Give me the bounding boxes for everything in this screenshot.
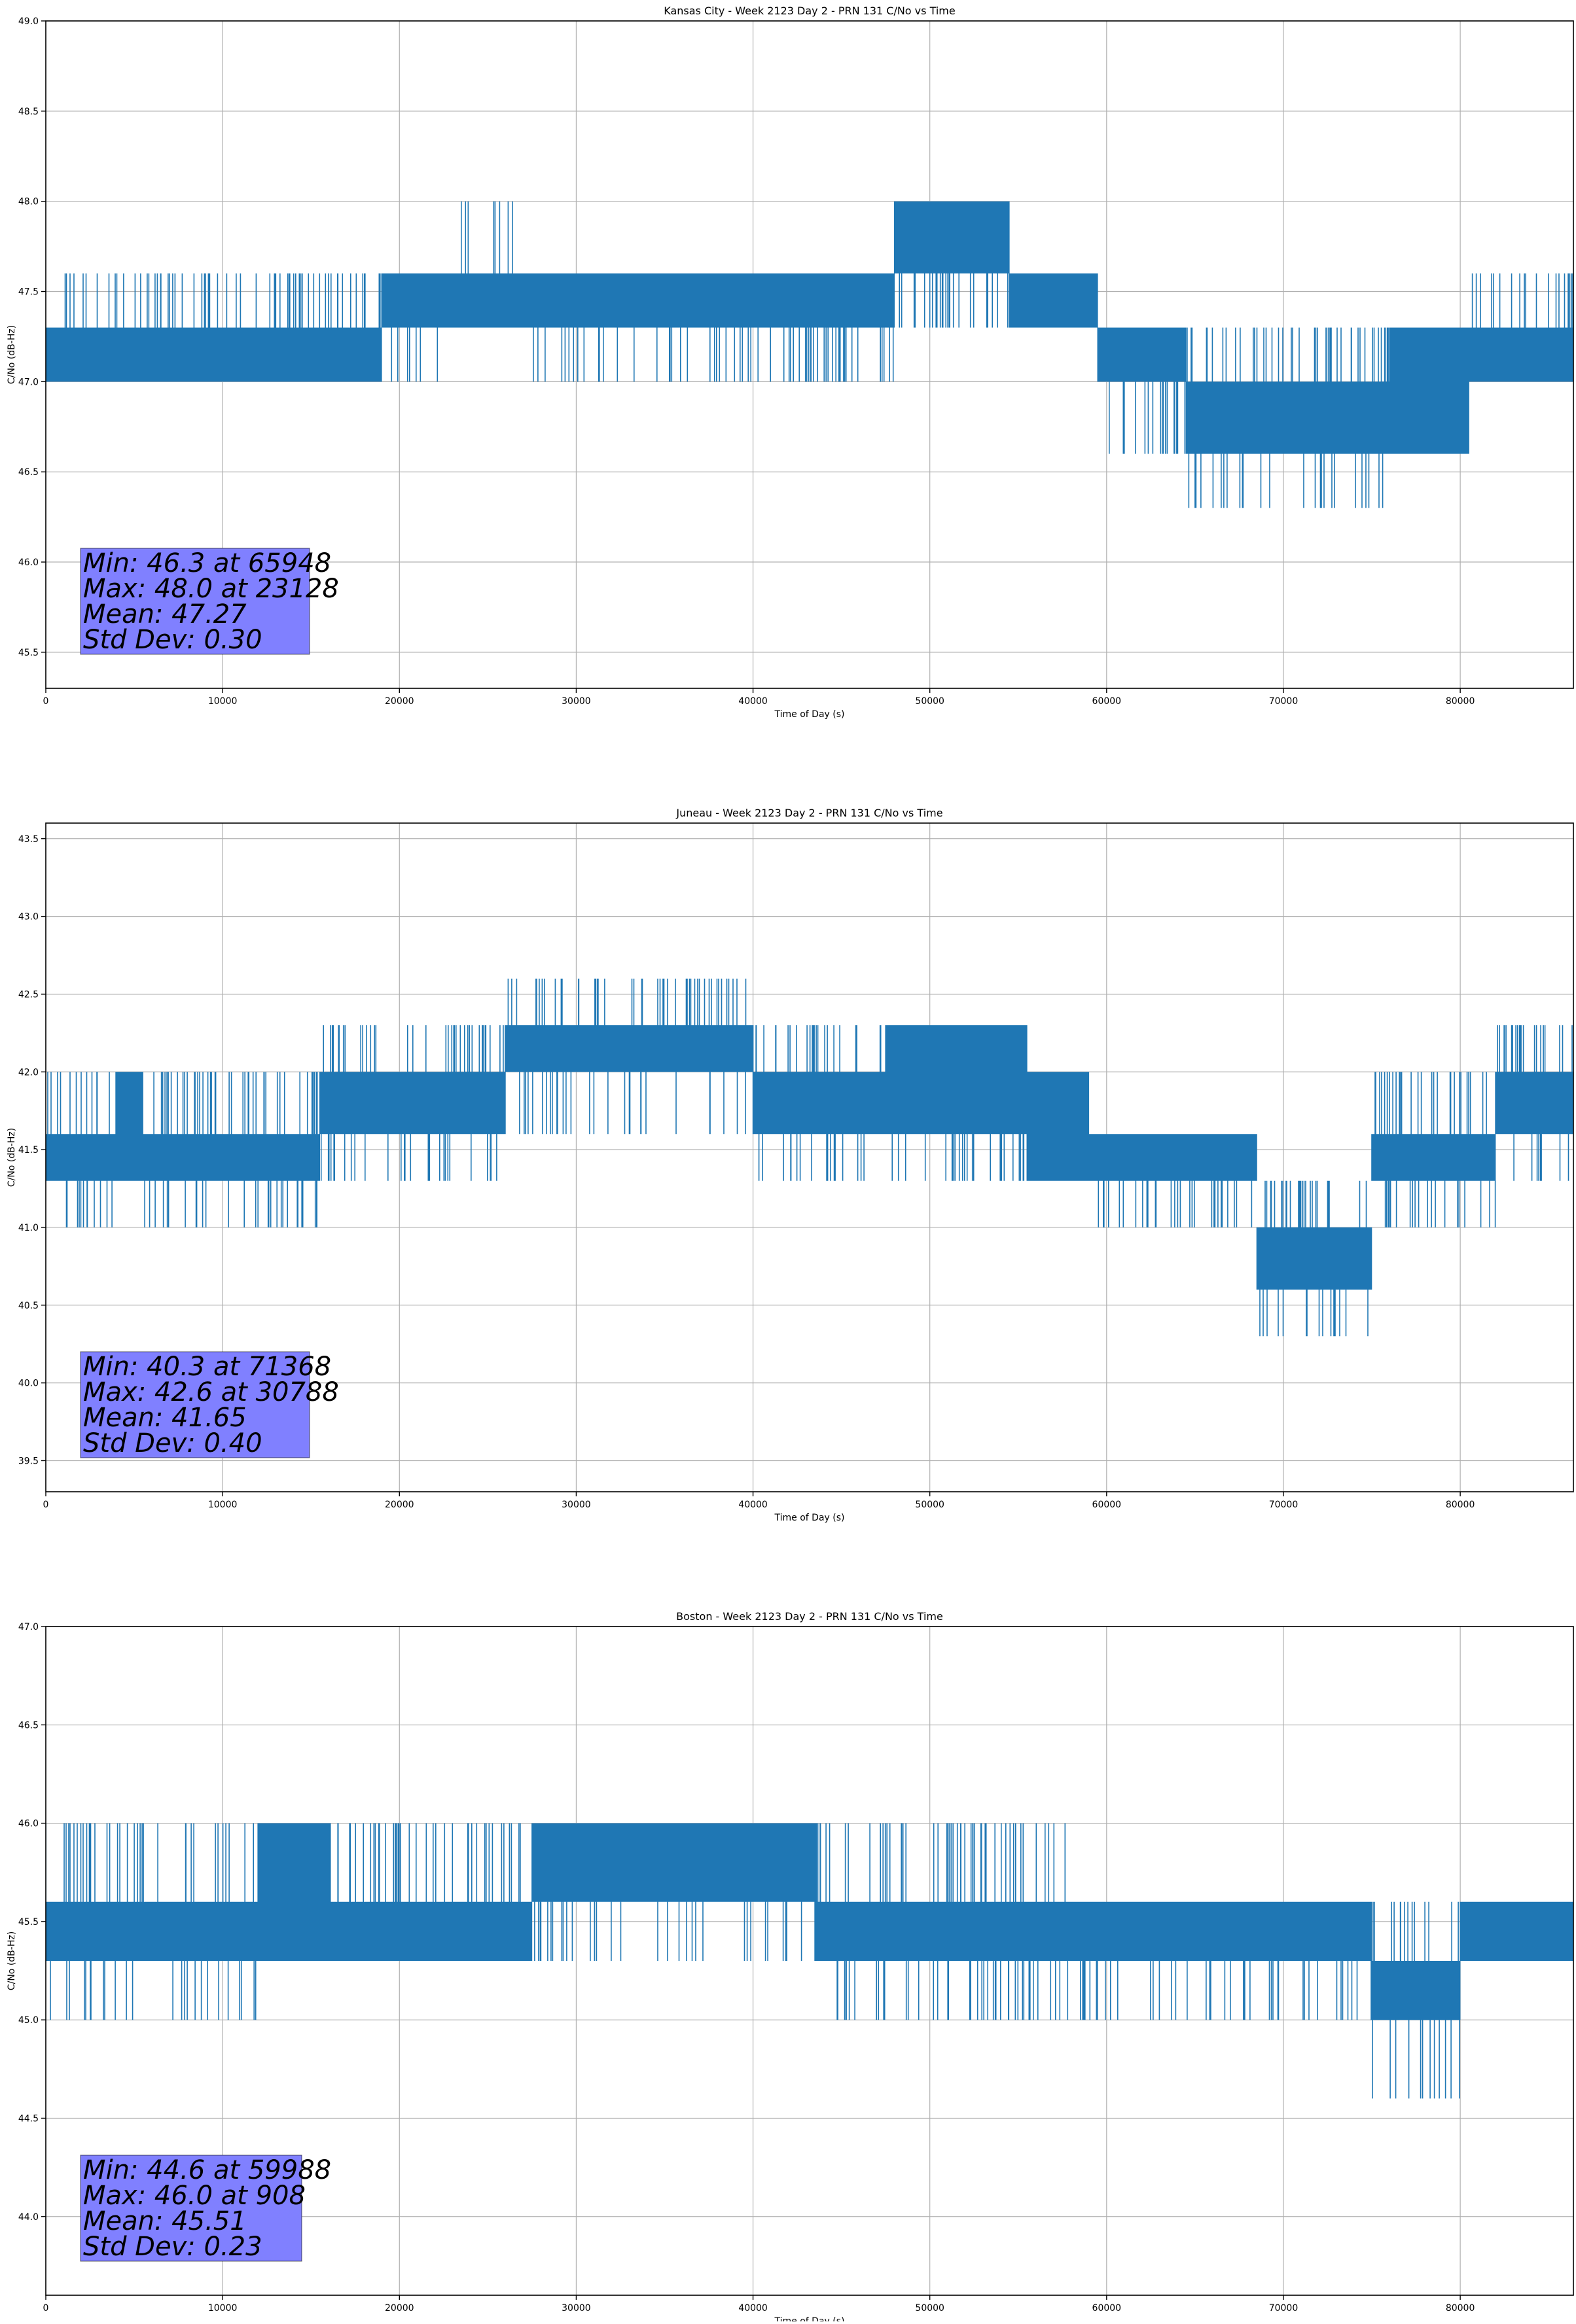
y-axis-label: C/No (dB-Hz)	[7, 1931, 17, 1990]
x-tick-label: 0	[43, 696, 49, 707]
y-tick-label: 46.5	[18, 467, 39, 478]
x-axis-label: Time of Day (s)	[774, 709, 845, 720]
stats-mean: Mean: 41.65	[83, 1403, 247, 1433]
y-tick-label: 48.5	[18, 107, 39, 117]
y-tick-label: 46.5	[18, 1720, 39, 1731]
y-tick-label: 41.5	[18, 1145, 39, 1155]
x-tick-label: 30000	[562, 696, 591, 707]
chart-0: 0 10000 20000 30000 40000 50000 60000 70000 8000…	[7, 5, 1574, 720]
x-tick-label: 0	[43, 1500, 49, 1510]
x-tick-label: 40000	[738, 1500, 768, 1510]
y-tick-label: 40.0	[18, 1379, 39, 1389]
grid	[45, 823, 1573, 1492]
chart-2: 0 10000 20000 30000 40000 50000 60000 70000 8000…	[7, 1610, 1574, 2324]
x-tick-label: 30000	[562, 2303, 591, 2314]
y-axis-label: C/No (dB-Hz)	[7, 1128, 17, 1187]
stats-min: Min: 44.6 at 59988	[83, 2155, 331, 2185]
chart-1: 0 10000 20000 30000 40000 50000 60000 70000 8000…	[7, 807, 1574, 1523]
x-tick-label: 50000	[915, 2303, 944, 2314]
x-tick-label: 80000	[1446, 696, 1475, 707]
x-tick-label: 10000	[208, 2303, 238, 2314]
y-tick-label: 49.0	[18, 16, 39, 27]
stats-mean: Mean: 45.51	[83, 2206, 247, 2236]
stats-min: Min: 46.3 at 65948	[83, 548, 331, 578]
y-tick-label: 40.5	[18, 1301, 39, 1311]
x-tick-label: 20000	[385, 2303, 414, 2314]
x-tick-label: 50000	[915, 696, 944, 707]
stats-std-dev: Std Dev: 0.30	[83, 625, 262, 655]
x-tick-label: 80000	[1446, 2303, 1475, 2314]
x-tick-label: 70000	[1269, 696, 1298, 707]
y-tick-label: 48.0	[18, 197, 39, 207]
stats-min: Min: 40.3 at 71368	[83, 1352, 331, 1382]
axes-frame	[45, 822, 1574, 1492]
stats-box	[80, 1351, 310, 1458]
y-tick-label: 44.5	[18, 2113, 39, 2124]
y-tick-label: 43.5	[18, 834, 39, 845]
chart-title: Kansas City - Week 2123 Day 2 - PRN 131 …	[664, 5, 955, 17]
x-tick-label: 50000	[915, 1500, 944, 1510]
y-tick-label: 47.5	[18, 287, 39, 298]
y-tick-label: 46.0	[18, 1819, 39, 1829]
x-axis-label: Time of Day (s)	[774, 1513, 845, 1523]
x-tick-label: 60000	[1092, 696, 1122, 707]
y-tick-label: 45.0	[18, 2015, 39, 2026]
series-line	[46, 201, 1573, 508]
series-line	[46, 978, 1573, 1337]
x-axis-label: Time of Day (s)	[774, 2316, 845, 2321]
y-tick-label: 43.0	[18, 912, 39, 923]
x-tick-label: 60000	[1092, 2303, 1122, 2314]
stats-box	[80, 548, 310, 655]
stats-std-dev: Std Dev: 0.40	[83, 1428, 262, 1458]
y-tick-label: 45.5	[18, 648, 39, 658]
y-tick-label: 42.0	[18, 1067, 39, 1078]
stats-max: Max: 42.6 at 30788	[83, 1377, 339, 1407]
y-tick-label: 42.5	[18, 989, 39, 1000]
stats-max: Max: 46.0 at 908	[83, 2181, 306, 2211]
stats-std-dev: Std Dev: 0.23	[83, 2232, 262, 2262]
x-tick-label: 70000	[1269, 1500, 1298, 1510]
chart-title: Boston - Week 2123 Day 2 - PRN 131 C/No …	[676, 1610, 943, 1623]
x-tick-label: 10000	[208, 696, 238, 707]
y-axis-label: C/No (dB-Hz)	[7, 325, 17, 384]
x-tick-label: 30000	[562, 1500, 591, 1510]
stats-box	[80, 2155, 302, 2262]
axes-frame	[45, 1626, 1574, 2296]
y-tick-label: 44.0	[18, 2212, 39, 2223]
x-tick-label: 60000	[1092, 1500, 1122, 1510]
stats-max: Max: 48.0 at 23128	[83, 574, 339, 604]
x-tick-label: 80000	[1446, 1500, 1475, 1510]
stats-mean: Mean: 47.27	[83, 599, 247, 629]
x-tick-label: 0	[43, 2303, 49, 2314]
y-tick-label: 45.5	[18, 1917, 39, 1928]
y-tick-label: 39.5	[18, 1456, 39, 1466]
x-tick-label: 70000	[1269, 2303, 1298, 2314]
chart-title: Juneau - Week 2123 Day 2 - PRN 131 C/No …	[675, 807, 942, 819]
y-tick-label: 47.0	[18, 377, 39, 387]
y-tick-label: 46.0	[18, 557, 39, 568]
y-tick-label: 47.0	[18, 1622, 39, 1632]
x-tick-label: 10000	[208, 1500, 238, 1510]
series-line	[46, 1823, 1573, 2099]
y-tick-label: 41.0	[18, 1223, 39, 1233]
x-tick-label: 20000	[385, 1500, 414, 1510]
axes-frame	[45, 20, 1574, 689]
x-tick-label: 40000	[738, 2303, 768, 2314]
x-tick-label: 40000	[738, 696, 768, 707]
x-tick-label: 20000	[385, 696, 414, 707]
